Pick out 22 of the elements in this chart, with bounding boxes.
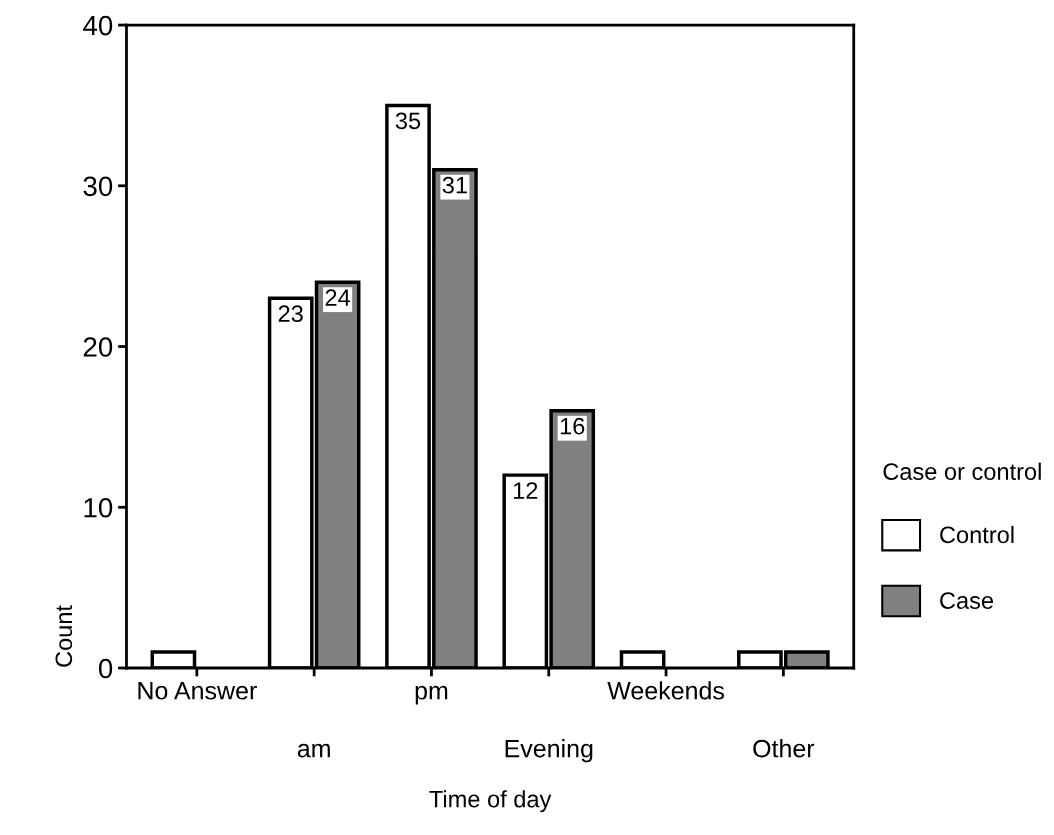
legend-title: Case or control <box>883 462 1041 480</box>
legend-label: Case <box>940 592 993 609</box>
y-tick-label: 20 <box>83 337 113 357</box>
data-label: 23 <box>278 305 303 323</box>
y-tick-label: 0 <box>98 658 113 679</box>
x-axis-title: Time of day <box>429 790 552 813</box>
x-tick-label: pm <box>415 685 448 705</box>
y-tick-label: 10 <box>84 497 113 518</box>
data-label: 12 <box>513 482 538 499</box>
legend-label: Control <box>940 525 1014 544</box>
data-label: 16 <box>560 417 585 435</box>
data-label: 31 <box>442 176 467 194</box>
data-label: 24 <box>325 289 351 306</box>
x-tick-label: No Answer <box>138 682 257 700</box>
x-tick-label: Other <box>753 739 815 758</box>
x-tick-label: Evening <box>505 739 593 763</box>
y-tick-label: 30 <box>83 176 113 197</box>
x-tick-label: am <box>297 743 330 758</box>
data-label: 35 <box>395 112 421 130</box>
x-tick-label: Weekends <box>607 681 724 700</box>
y-tick-label: 40 <box>83 15 113 36</box>
y-axis-title: Count <box>55 605 73 667</box>
